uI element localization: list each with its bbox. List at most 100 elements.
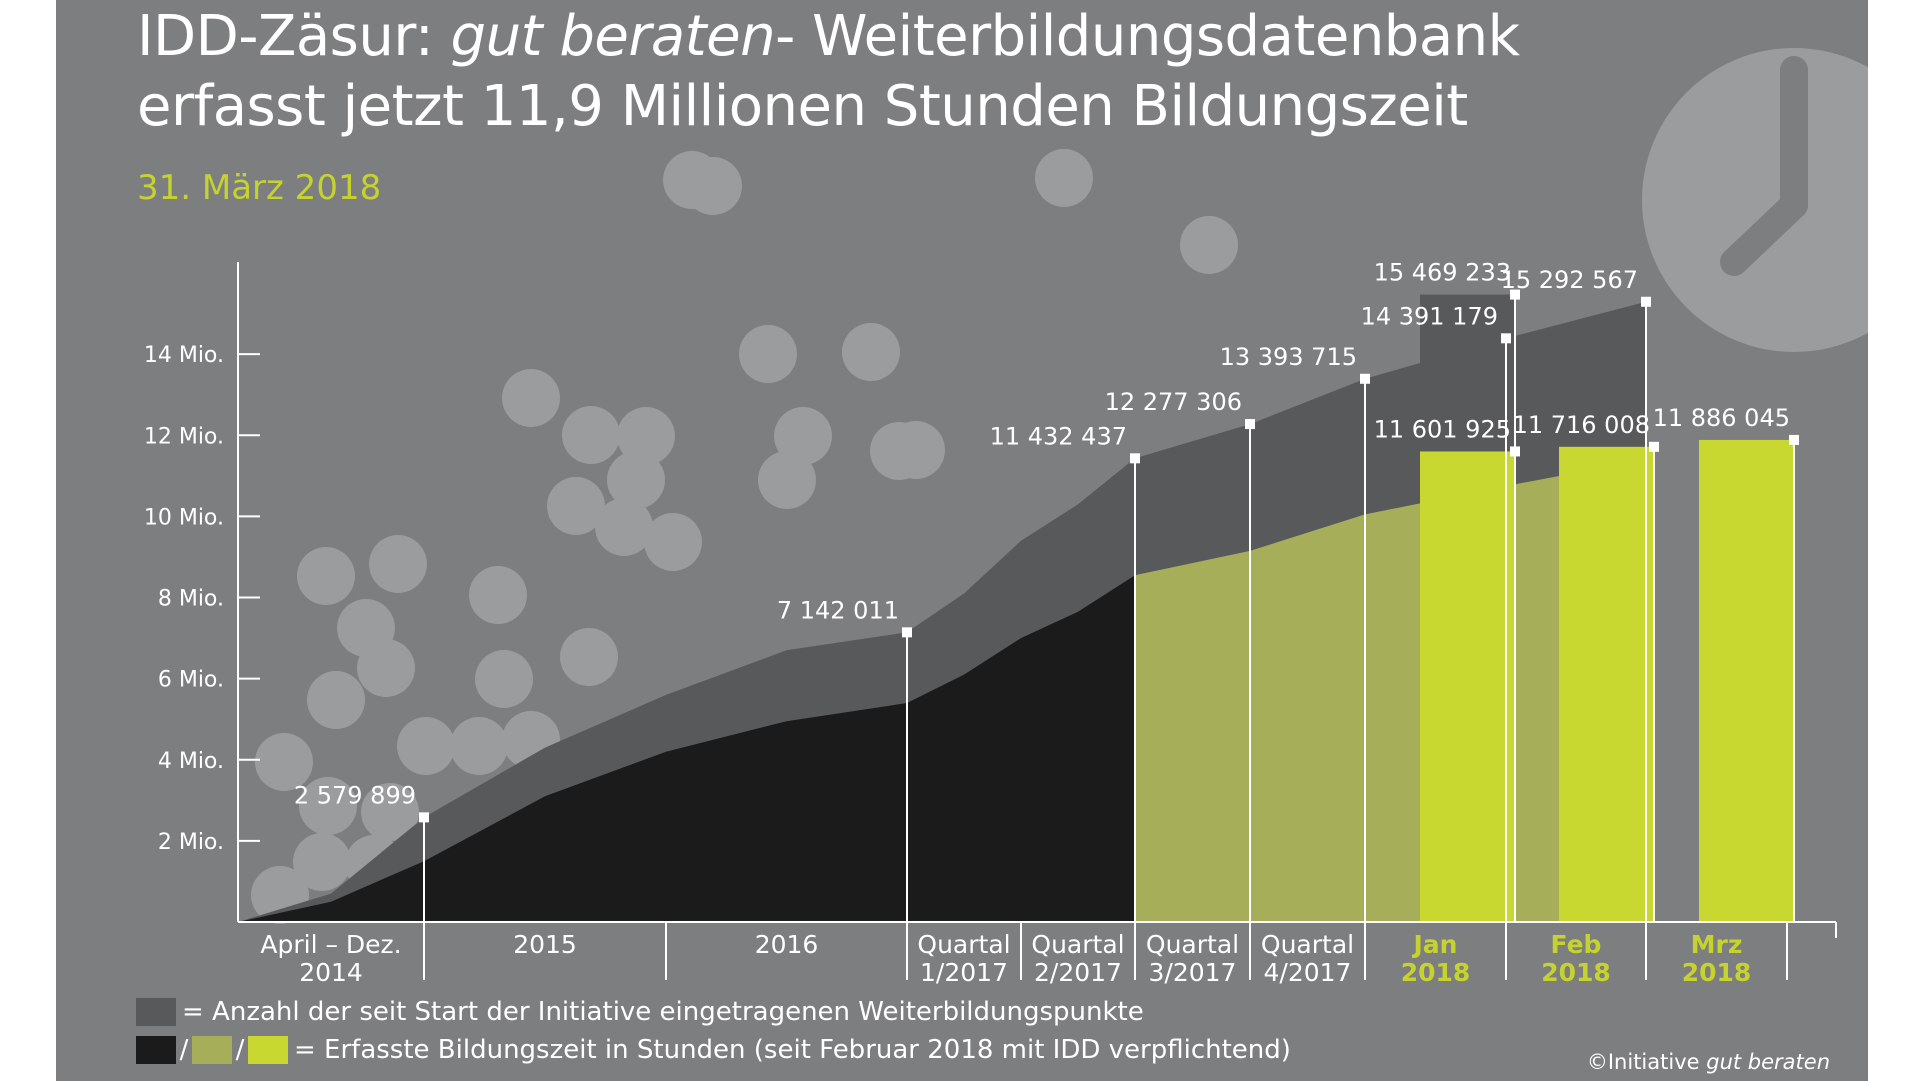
y-tick-label: 2 Mio.: [158, 830, 224, 855]
data-label: 7 142 011: [777, 596, 899, 624]
data-label: 15 292 567: [1501, 266, 1638, 294]
bubble: [469, 566, 527, 624]
data-label: 15 469 233: [1374, 259, 1511, 287]
bubble: [774, 407, 832, 465]
data-label: 11 601 925: [1374, 415, 1511, 443]
x-tick-label: 2/2017: [1034, 958, 1122, 987]
legend-swatch-points: [136, 997, 176, 1026]
chart: 2 Mio. 4 Mio. 6 Mio. 8 Mio. 10 Mio. 12 Mio. 14…: [144, 48, 1868, 987]
bubble: [307, 671, 365, 729]
legend-label-points: = Anzahl der seit Start der Initiative e…: [182, 996, 1144, 1027]
data-label: 12 277 306: [1105, 388, 1242, 416]
bubble: [739, 325, 797, 383]
x-tick-label: April – Dez.: [260, 930, 401, 959]
bar-hours-1: [1559, 446, 1654, 922]
marker-dot: [1360, 373, 1370, 384]
y-tick-label: 4 Mio.: [158, 749, 224, 774]
decorative-bubbles: [251, 149, 1238, 924]
page-title-line2: erfasst jetzt 11,9 Millionen Stunden Bil…: [137, 74, 1468, 139]
bubble: [450, 717, 508, 775]
copyright: ©Initiative gut beraten: [1586, 1050, 1830, 1074]
bubble: [842, 323, 900, 381]
legend-swatch-olive: [192, 1035, 232, 1064]
bubble: [758, 451, 816, 509]
infographic-panel: 2 Mio. 4 Mio. 6 Mio. 8 Mio. 10 Mio. 12 Mio. 14…: [56, 0, 1868, 1081]
legend-row-points: = Anzahl der seit Start der Initiative e…: [136, 996, 1144, 1028]
x-tick-label: 1/2017: [920, 958, 1008, 987]
x-tick-label: 2018: [1541, 958, 1611, 987]
legend-row-hours: / / = Erfasste Bildungszeit in Stunden (se…: [136, 1034, 1291, 1066]
legend-separator: /: [235, 1034, 245, 1065]
area-hours-black: [238, 575, 1135, 922]
x-tick-label: Quartal: [1031, 930, 1124, 959]
bubble: [475, 650, 533, 708]
bubble: [299, 777, 357, 835]
bubble: [502, 369, 560, 427]
data-label: 11 886 045: [1653, 404, 1790, 432]
x-tick-label: Quartal: [917, 930, 1010, 959]
value-markers: 2 579 899 7 142 011 11 432 437 12 277 306 13…: [294, 259, 1799, 922]
legend-swatch-yellow: [248, 1035, 288, 1064]
chart-axes: [237, 262, 1837, 980]
clock-icon: [1642, 48, 1868, 352]
bubble: [1035, 149, 1093, 207]
date-label: 31. März 2018: [137, 168, 382, 208]
bubble: [607, 451, 665, 509]
bubble: [562, 406, 620, 464]
bubble: [369, 535, 427, 593]
x-tick-label: 2014: [299, 958, 363, 987]
x-tick-label: Feb: [1551, 930, 1602, 959]
bubble: [255, 733, 313, 791]
marker-dot: [419, 812, 429, 823]
x-tick-label: 2018: [1401, 958, 1471, 987]
bubble: [297, 547, 355, 605]
bubble: [684, 157, 742, 215]
y-tick-label: 10 Mio.: [144, 505, 224, 530]
bubble: [644, 513, 702, 571]
x-tick-label: 2015: [513, 930, 577, 959]
x-tick-label: 2016: [755, 930, 819, 959]
page-title-line1: IDD-Zäsur: gut beraten- Weiterbildungsda…: [137, 4, 1520, 69]
y-axis-ticks: 2 Mio. 4 Mio. 6 Mio. 8 Mio. 10 Mio. 12 Mio. 14…: [144, 343, 260, 855]
x-tick-label: Quartal: [1261, 930, 1354, 959]
data-label: 14 391 179: [1361, 302, 1498, 330]
bubble: [870, 422, 928, 480]
marker-dot: [1245, 419, 1255, 430]
legend-label-hours: = Erfasste Bildungszeit in Stunden (seit…: [294, 1034, 1291, 1065]
bubble: [361, 783, 419, 841]
bubble: [617, 407, 675, 465]
bubble: [595, 498, 653, 556]
x-tick-label: Mrz: [1691, 930, 1743, 959]
marker-dot: [1641, 296, 1651, 307]
data-label: 2 579 899: [294, 781, 416, 809]
bubble: [293, 833, 351, 891]
x-tick-label: 2018: [1682, 958, 1752, 987]
chart-areas: [238, 301, 1646, 922]
data-label: 11 432 437: [990, 422, 1127, 450]
x-tick-label: 3/2017: [1149, 958, 1237, 987]
y-tick-label: 8 Mio.: [158, 587, 224, 612]
data-label: 13 393 715: [1220, 343, 1357, 371]
y-tick-label: 6 Mio.: [158, 668, 224, 693]
data-label: 11 716 008: [1513, 411, 1650, 439]
bubble: [560, 628, 618, 686]
legend-separator: /: [179, 1034, 189, 1065]
x-tick-label: Quartal: [1146, 930, 1239, 959]
bubble: [547, 477, 605, 535]
x-tick-label: 4/2017: [1264, 958, 1352, 987]
marker-dot: [902, 627, 912, 638]
y-tick-label: 12 Mio.: [144, 424, 224, 449]
bar-hours-0: [1420, 451, 1515, 922]
chart-bars: [1420, 294, 1794, 922]
bubble: [1180, 216, 1238, 274]
legend-swatch-black: [136, 1035, 176, 1064]
marker-dot: [1501, 333, 1511, 344]
y-tick-label: 14 Mio.: [144, 343, 224, 368]
bar-hours-2: [1699, 439, 1794, 922]
bubble: [397, 717, 455, 775]
brand-name: gut beraten: [450, 4, 776, 69]
bubble: [357, 639, 415, 697]
x-tick-label: Jan: [1412, 930, 1458, 959]
area-hours-olive: [1135, 459, 1646, 922]
